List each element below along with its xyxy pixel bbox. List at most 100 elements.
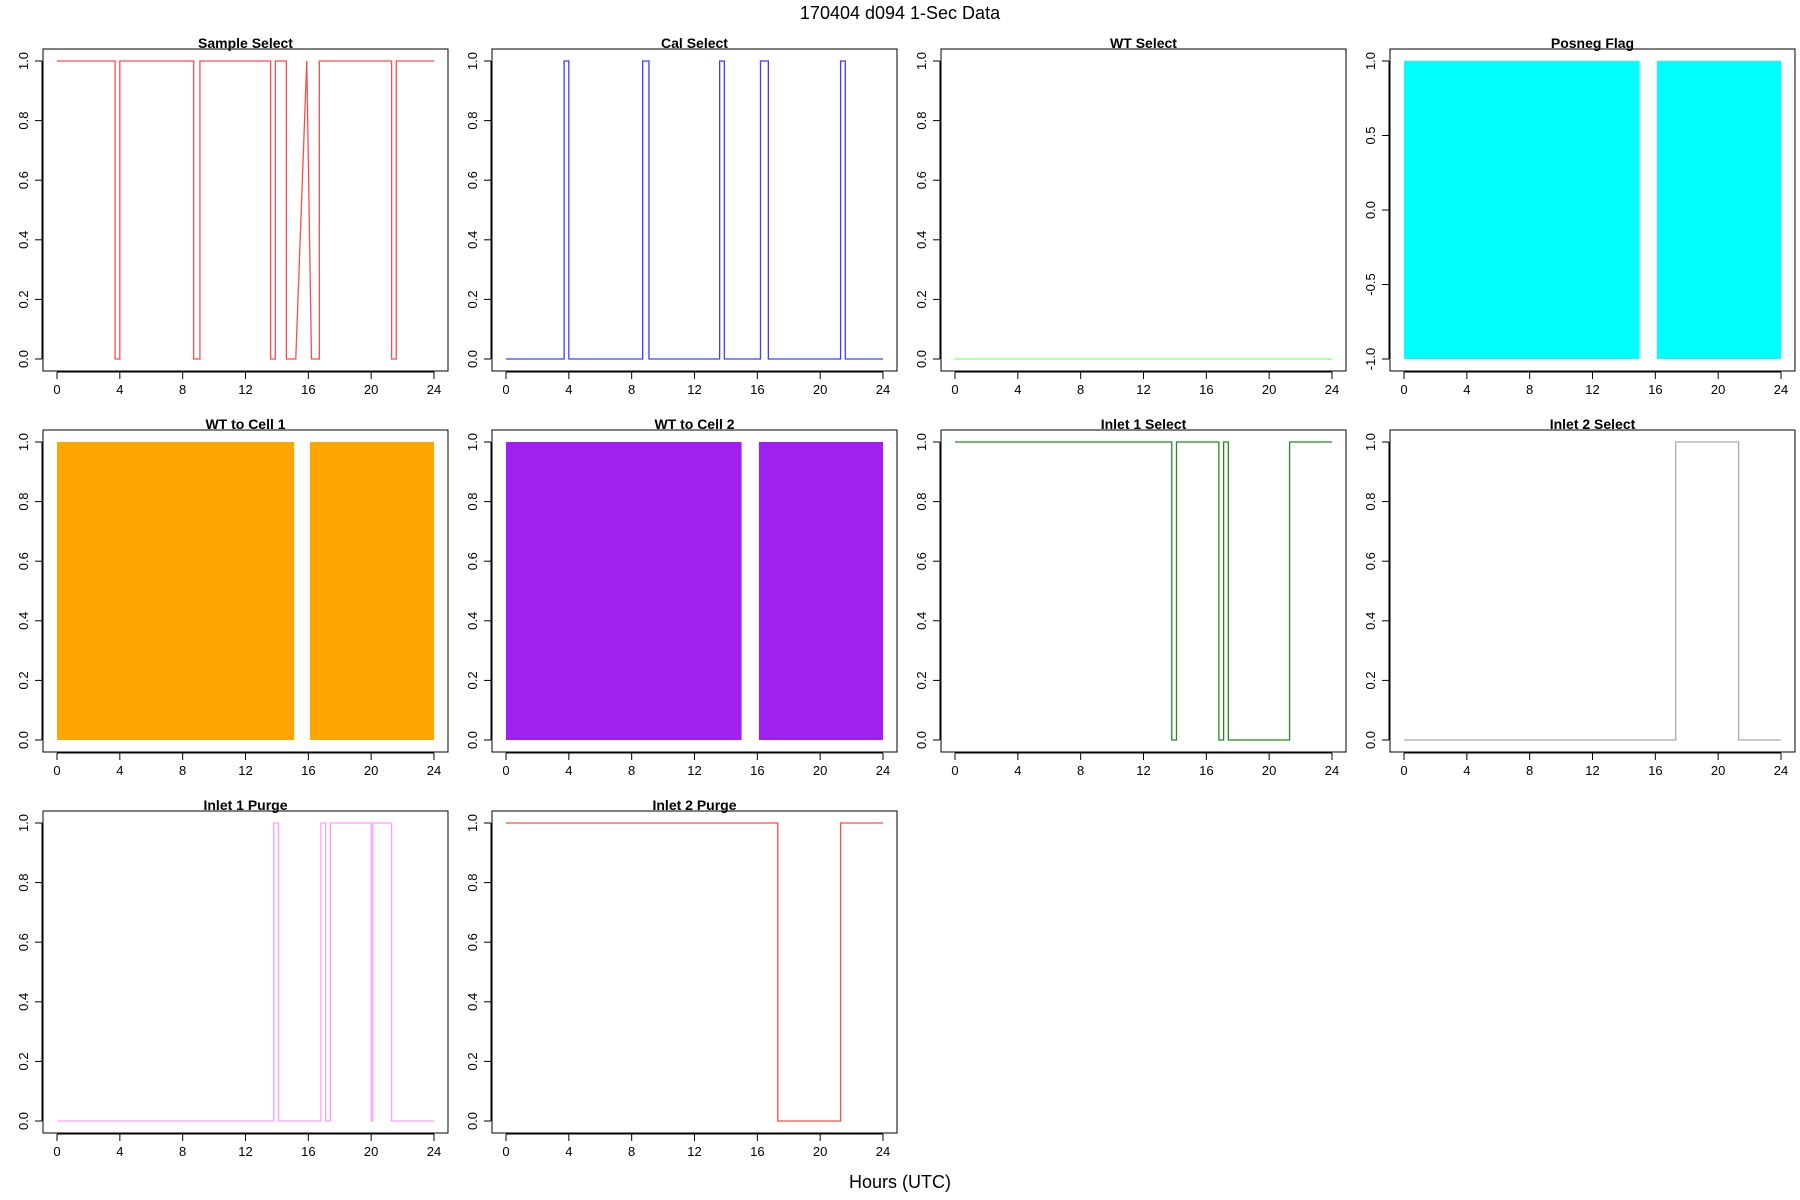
y-tick-label: 0.8 [16,874,31,892]
y-tick-label: 0.6 [914,552,929,570]
x-tick-label: 12 [238,763,252,778]
filled-interval [309,442,434,740]
x-tick-label: 4 [1014,382,1021,397]
y-tick-label: 0.6 [914,171,929,189]
y-tick-label: 0.0 [465,1112,480,1130]
x-tick-label: 16 [301,1144,315,1159]
x-tick-label: 8 [1526,763,1533,778]
x-tick-label: 0 [502,763,509,778]
x-tick-label: 20 [813,382,827,397]
x-tick-label: 4 [116,1144,123,1159]
x-tick-label: 20 [1711,382,1725,397]
x-tick-label: 20 [1711,763,1725,778]
panel-title: Posneg Flag [1551,35,1634,51]
x-tick-label: 0 [53,763,60,778]
y-tick-label: 0.4 [1363,612,1378,630]
figure-title: 170404 d094 1-Sec Data [800,3,1001,23]
x-tick-label: 4 [116,382,123,397]
filled-interval [1404,61,1640,359]
y-tick-label: 0.8 [465,493,480,511]
x-tick-label: 24 [1325,382,1339,397]
x-tick-label: 12 [1585,382,1599,397]
x-tick-label: 24 [1325,763,1339,778]
y-tick-label: 0.0 [465,350,480,368]
panel-wt-to-cell-2: WT to Cell 2 0 4 8 12 16 20 24 0.0 0.2 0.4 0.6 0.8 1.… [465,416,898,778]
y-tick-label: -0.5 [1363,273,1378,295]
x-tick-label: 16 [1199,763,1213,778]
x-tick-label: 8 [179,1144,186,1159]
y-tick-label: 1.0 [465,814,480,832]
panel-inlet-2-select: Inlet 2 Select 0 4 8 12 16 20 24 0.0 0.2 0.4 0.6 0.8… [1363,416,1796,778]
filled-interval [506,442,742,740]
x-tick-label: 8 [179,763,186,778]
y-tick-label: 0.2 [16,1052,31,1070]
x-axis: 0 4 8 12 16 20 24 [502,371,890,397]
x-tick-label: 4 [116,763,123,778]
y-tick-label: 0.6 [16,171,31,189]
filled-interval [1656,61,1781,359]
panel-cal-select: Cal Select 0 4 8 12 16 20 24 0.0 0.2 0.4 0.6 0.8 1.0 [465,35,898,397]
x-tick-label: 0 [1400,763,1407,778]
y-tick-label: 0.2 [465,290,480,308]
y-tick-label: 0.5 [1363,126,1378,144]
series-line [955,441,1332,741]
y-tick-label: -1.0 [1363,348,1378,370]
plot-box [42,429,449,753]
x-axis: 0 4 8 12 16 20 24 [53,1133,441,1159]
x-tick-label: 8 [1526,382,1533,397]
x-tick-label: 8 [179,382,186,397]
x-axis: 0 4 8 12 16 20 24 [502,1133,890,1159]
x-tick-label: 0 [502,1144,509,1159]
panel-title: WT Select [1110,35,1177,51]
y-tick-label: 0.6 [16,933,31,951]
plot-box [1389,48,1796,372]
y-tick-label: 0.6 [465,171,480,189]
x-tick-label: 16 [750,382,764,397]
x-tick-label: 4 [565,382,572,397]
x-tick-label: 12 [1585,763,1599,778]
plot-box [1389,429,1796,753]
y-tick-label: 1.0 [16,814,31,832]
y-axis: 0.0 0.2 0.4 0.6 0.8 1.0 [1363,433,1390,749]
x-tick-label: 16 [301,763,315,778]
x-tick-label: 0 [53,1144,60,1159]
series-line [506,822,883,1122]
x-tick-label: 0 [1400,382,1407,397]
y-tick-label: 1.0 [16,52,31,70]
y-tick-label: 0.6 [16,552,31,570]
panel-inlet-1-purge: Inlet 1 Purge 0 4 8 12 16 20 24 0.0 0.2 0.4 0.6 0.8 1… [16,797,449,1159]
x-tick-label: 8 [628,382,635,397]
x-axis: 0 4 8 12 16 20 24 [53,752,441,778]
y-axis: 0.0 0.2 0.4 0.6 0.8 1.0 [16,814,43,1130]
panel-inlet-1-select: Inlet 1 Select 0 4 8 12 16 20 24 0.0 0.2 0.4 0.6 0.8… [914,416,1347,778]
series-line [1404,441,1781,741]
plot-box [940,429,1347,753]
y-tick-label: 0.2 [465,1052,480,1070]
y-tick-label: 0.0 [16,350,31,368]
x-tick-label: 12 [238,382,252,397]
x-tick-label: 24 [1774,763,1788,778]
y-tick-label: 0.4 [914,231,929,249]
y-axis: -1.0 -0.5 0.0 0.5 1.0 [1363,52,1390,370]
y-tick-label: 0.8 [16,493,31,511]
y-axis: 0.0 0.2 0.4 0.6 0.8 1.0 [914,52,941,368]
filled-interval [57,442,295,740]
panels: Sample Select 0 4 8 12 16 20 24 0.0 0.2 0.4 0.6 0.8 1… [16,35,1796,1159]
x-tick-label: 24 [876,1144,890,1159]
x-tick-label: 0 [502,382,509,397]
panel-sample-select: Sample Select 0 4 8 12 16 20 24 0.0 0.2 0.4 0.6 0.8 1… [16,35,449,397]
y-tick-label: 1.0 [16,433,31,451]
y-tick-label: 1.0 [1363,433,1378,451]
x-tick-label: 24 [427,382,441,397]
y-tick-label: 0.4 [914,612,929,630]
x-tick-label: 24 [876,382,890,397]
y-tick-label: 0.4 [465,993,480,1011]
y-tick-label: 0.2 [1363,671,1378,689]
y-tick-label: 0.4 [16,993,31,1011]
y-tick-label: 0.0 [1363,731,1378,749]
y-tick-label: 0.8 [465,874,480,892]
y-tick-label: 0.0 [16,1112,31,1130]
x-tick-label: 24 [876,763,890,778]
y-tick-label: 0.2 [16,290,31,308]
x-tick-label: 20 [364,382,378,397]
